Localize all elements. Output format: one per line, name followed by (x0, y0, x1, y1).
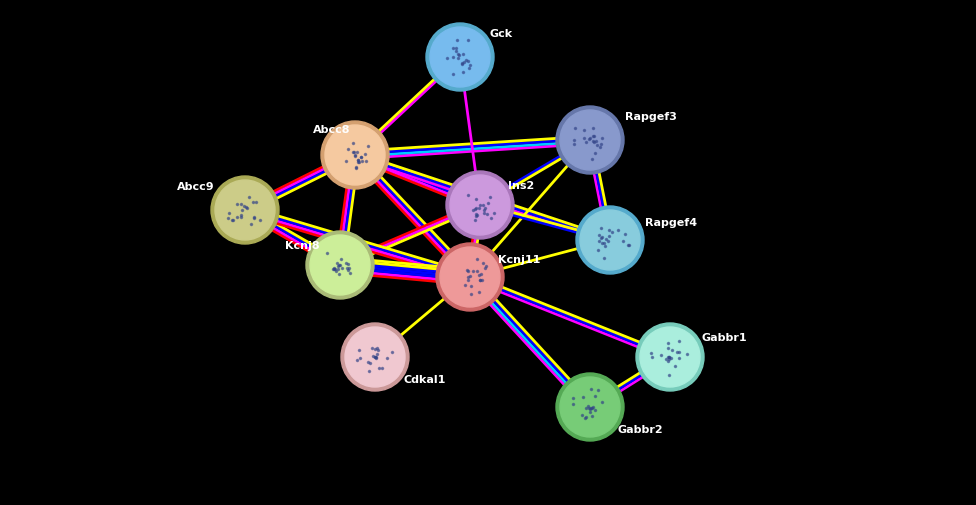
Text: Cdkal1: Cdkal1 (403, 375, 445, 385)
Text: Rapgef4: Rapgef4 (645, 218, 697, 228)
Circle shape (215, 180, 275, 240)
Text: Gck: Gck (490, 29, 513, 39)
Circle shape (341, 323, 409, 391)
Text: Gabbr2: Gabbr2 (618, 425, 664, 435)
Circle shape (430, 27, 490, 87)
Circle shape (636, 323, 704, 391)
Text: Abcc9: Abcc9 (178, 182, 215, 192)
Circle shape (560, 110, 620, 170)
Circle shape (306, 231, 374, 299)
Text: Rapgef3: Rapgef3 (625, 112, 677, 122)
Text: Gabbr1: Gabbr1 (702, 333, 748, 343)
Circle shape (640, 327, 700, 387)
Circle shape (450, 175, 510, 235)
Text: Kcnj8: Kcnj8 (285, 241, 320, 251)
Circle shape (325, 125, 385, 185)
Circle shape (580, 210, 640, 270)
Circle shape (556, 373, 624, 441)
Circle shape (310, 235, 370, 295)
Text: Abcc8: Abcc8 (312, 125, 350, 135)
Circle shape (321, 121, 389, 189)
Circle shape (436, 243, 504, 311)
Circle shape (576, 206, 644, 274)
Circle shape (560, 377, 620, 437)
Text: Kcnj11: Kcnj11 (498, 255, 541, 265)
Circle shape (211, 176, 279, 244)
Circle shape (556, 106, 624, 174)
Circle shape (440, 247, 500, 307)
Circle shape (426, 23, 494, 91)
Circle shape (446, 171, 514, 239)
Text: Ins2: Ins2 (508, 181, 534, 191)
Circle shape (345, 327, 405, 387)
